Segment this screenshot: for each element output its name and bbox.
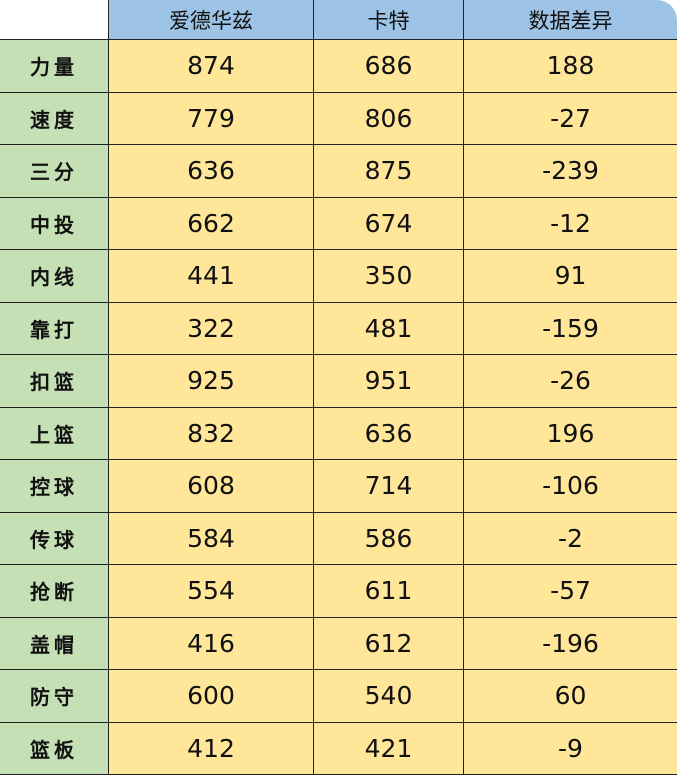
diff-value: -196 [463, 617, 677, 670]
row-label: 抢断 [0, 565, 108, 618]
table-row: 篮板 412 421 -9 [0, 722, 677, 775]
player-2-value: 586 [313, 512, 463, 565]
player-1-value: 584 [108, 512, 313, 565]
diff-value: -239 [463, 145, 677, 198]
diff-value: -26 [463, 355, 677, 408]
table-row: 中投 662 674 -12 [0, 197, 677, 250]
diff-value: 196 [463, 407, 677, 460]
table-body: 力量 874 686 188 速度 779 806 -27 三分 636 875 -239 中投 662 6… [0, 40, 677, 775]
player-1-value: 412 [108, 722, 313, 775]
diff-value: -57 [463, 565, 677, 618]
player-1-value: 874 [108, 40, 313, 93]
diff-value: -159 [463, 302, 677, 355]
player-2-value: 612 [313, 617, 463, 670]
player-2-value: 951 [313, 355, 463, 408]
row-label: 防守 [0, 670, 108, 723]
player-2-value: 540 [313, 670, 463, 723]
table-row: 防守 600 540 60 [0, 670, 677, 723]
table-row: 抢断 554 611 -57 [0, 565, 677, 618]
corner-cell [0, 0, 108, 40]
header-player-1: 爱德华兹 [108, 0, 313, 40]
player-1-value: 441 [108, 250, 313, 303]
row-label: 中投 [0, 197, 108, 250]
row-label: 扣篮 [0, 355, 108, 408]
table-row: 速度 779 806 -27 [0, 92, 677, 145]
player-2-value: 481 [313, 302, 463, 355]
table-row: 传球 584 586 -2 [0, 512, 677, 565]
row-label: 靠打 [0, 302, 108, 355]
row-label: 内线 [0, 250, 108, 303]
row-label: 盖帽 [0, 617, 108, 670]
player-1-value: 832 [108, 407, 313, 460]
diff-value: -27 [463, 92, 677, 145]
player-2-value: 350 [313, 250, 463, 303]
player-2-value: 714 [313, 460, 463, 513]
diff-value: 188 [463, 40, 677, 93]
player-1-value: 554 [108, 565, 313, 618]
table-row: 盖帽 416 612 -196 [0, 617, 677, 670]
table-row: 靠打 322 481 -159 [0, 302, 677, 355]
row-label: 三分 [0, 145, 108, 198]
table-row: 控球 608 714 -106 [0, 460, 677, 513]
diff-value: -9 [463, 722, 677, 775]
row-label: 传球 [0, 512, 108, 565]
player-2-value: 636 [313, 407, 463, 460]
table-row: 三分 636 875 -239 [0, 145, 677, 198]
diff-value: 60 [463, 670, 677, 723]
player-2-value: 611 [313, 565, 463, 618]
player-1-value: 416 [108, 617, 313, 670]
player-1-value: 608 [108, 460, 313, 513]
row-label: 上篮 [0, 407, 108, 460]
diff-value: -12 [463, 197, 677, 250]
row-label: 篮板 [0, 722, 108, 775]
row-label: 力量 [0, 40, 108, 93]
table-row: 上篮 832 636 196 [0, 407, 677, 460]
player-2-value: 875 [313, 145, 463, 198]
player-2-value: 806 [313, 92, 463, 145]
row-label: 速度 [0, 92, 108, 145]
diff-value: -2 [463, 512, 677, 565]
table-row: 扣篮 925 951 -26 [0, 355, 677, 408]
player-1-value: 322 [108, 302, 313, 355]
header-diff: 数据差异 [463, 0, 677, 40]
table-row: 内线 441 350 91 [0, 250, 677, 303]
player-2-value: 421 [313, 722, 463, 775]
player-1-value: 925 [108, 355, 313, 408]
diff-value: 91 [463, 250, 677, 303]
player-2-value: 674 [313, 197, 463, 250]
player-1-value: 662 [108, 197, 313, 250]
header-player-2: 卡特 [313, 0, 463, 40]
player-1-value: 636 [108, 145, 313, 198]
player-1-value: 600 [108, 670, 313, 723]
header-row: 爱德华兹 卡特 数据差异 [0, 0, 677, 40]
diff-value: -106 [463, 460, 677, 513]
player-1-value: 779 [108, 92, 313, 145]
row-label: 控球 [0, 460, 108, 513]
player-2-value: 686 [313, 40, 463, 93]
table-row: 力量 874 686 188 [0, 40, 677, 93]
